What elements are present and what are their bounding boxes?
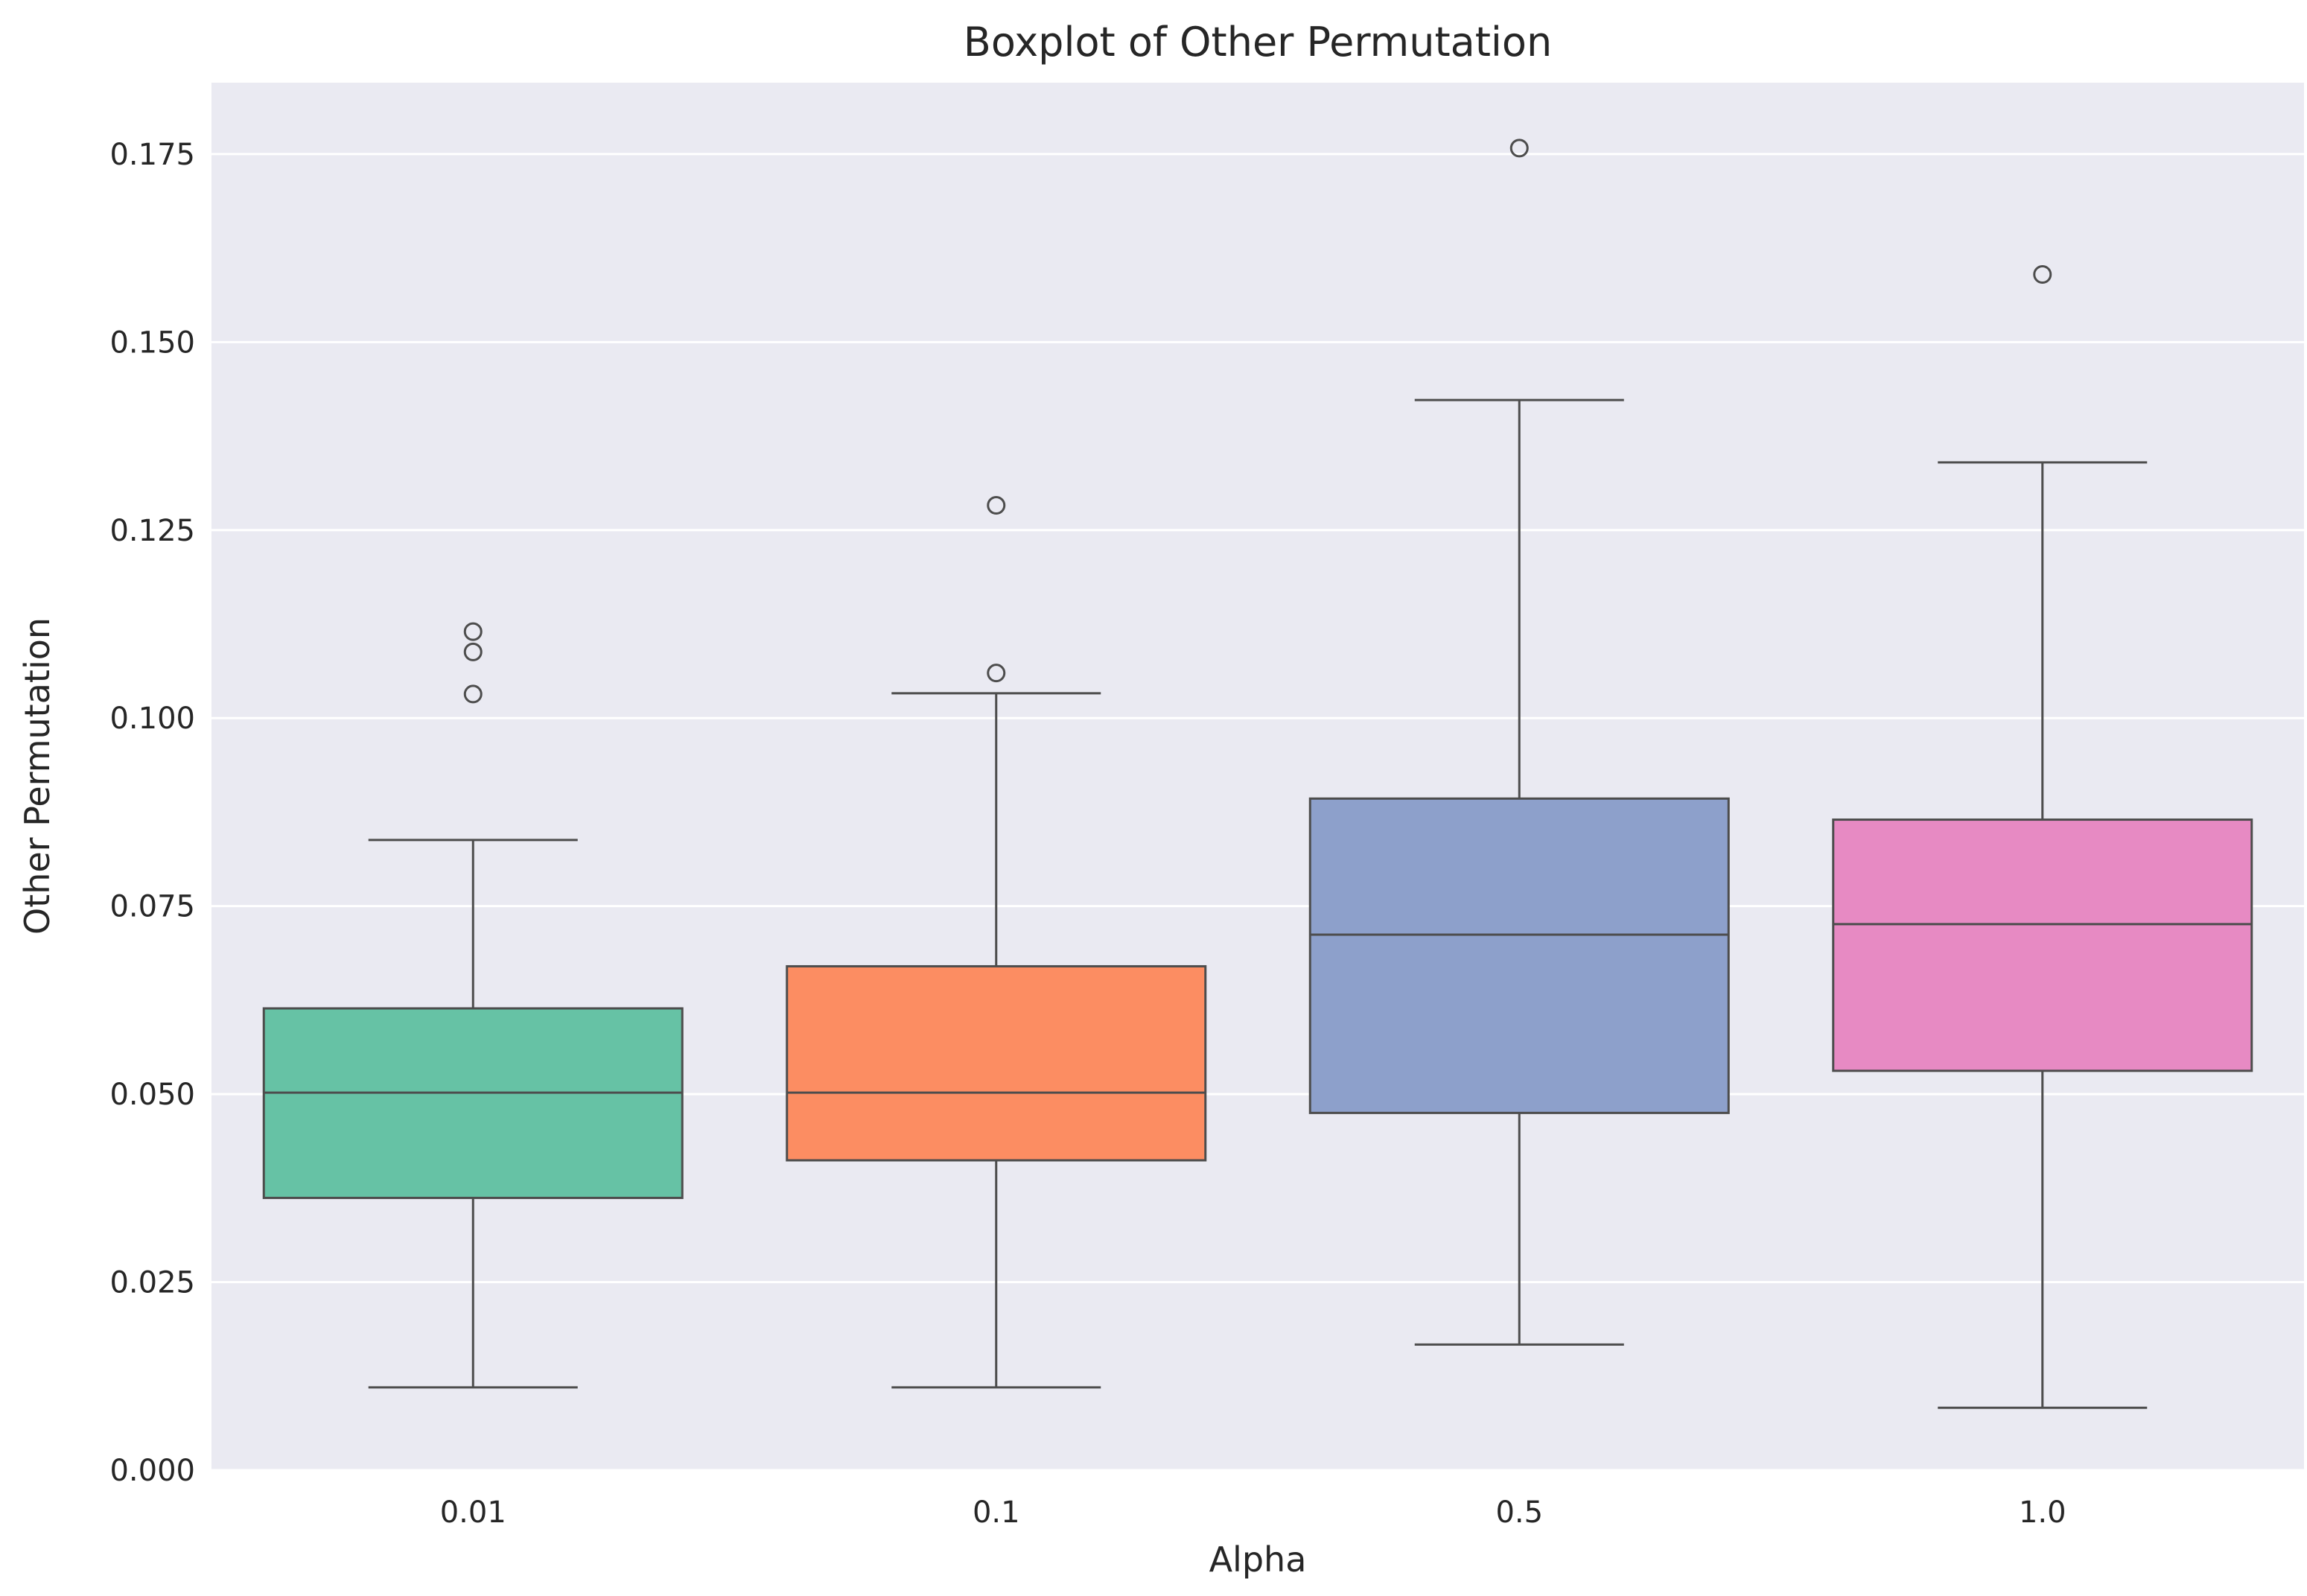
outlier-point [463,642,483,661]
y-tick-label: 0.100 [109,702,195,736]
y-tick-label: 0.025 [109,1266,195,1300]
box-group-0.01 [262,622,684,1389]
box-iqr [1832,818,2253,1072]
box-group-1.0 [1832,264,2253,1409]
x-tick-label: 0.01 [440,1495,506,1530]
outlier-point [463,684,483,704]
box-series [262,139,2253,1409]
y-tick-label: 0.175 [109,138,195,172]
box-iqr [1308,797,1730,1114]
x-tick-label: 1.0 [2019,1495,2066,1530]
box-group-0.1 [786,495,1207,1389]
y-tick-label: 0.050 [109,1078,195,1112]
outlier-point [987,664,1006,683]
x-tick-labels: 0.01 0.1 0.5 1.0 [440,1495,2066,1530]
x-tick-label: 0.1 [973,1495,1020,1530]
x-tick-label: 0.5 [1495,1495,1543,1530]
y-tick-label: 0.150 [109,325,195,360]
outlier-point [987,495,1006,515]
y-tick-label: 0.075 [109,890,195,924]
y-tick-labels: 0.000 0.025 0.050 0.075 0.100 0.125 0.150 0.175 [109,138,195,1488]
box-iqr [786,964,1207,1162]
outlier-point [2033,264,2052,284]
plot-background [211,83,2304,1470]
chart-title: Boxplot of Other Permutation [964,19,1552,66]
outlier-point [1509,139,1529,158]
box-iqr [262,1007,684,1199]
y-tick-label: 0.125 [109,514,195,548]
outlier-point [463,622,483,641]
y-tick-label: 0.000 [109,1454,195,1488]
box-group-0.5 [1308,139,1730,1346]
y-axis-label: Other Permutation [17,617,57,935]
x-axis-label: Alpha [1209,1539,1307,1580]
